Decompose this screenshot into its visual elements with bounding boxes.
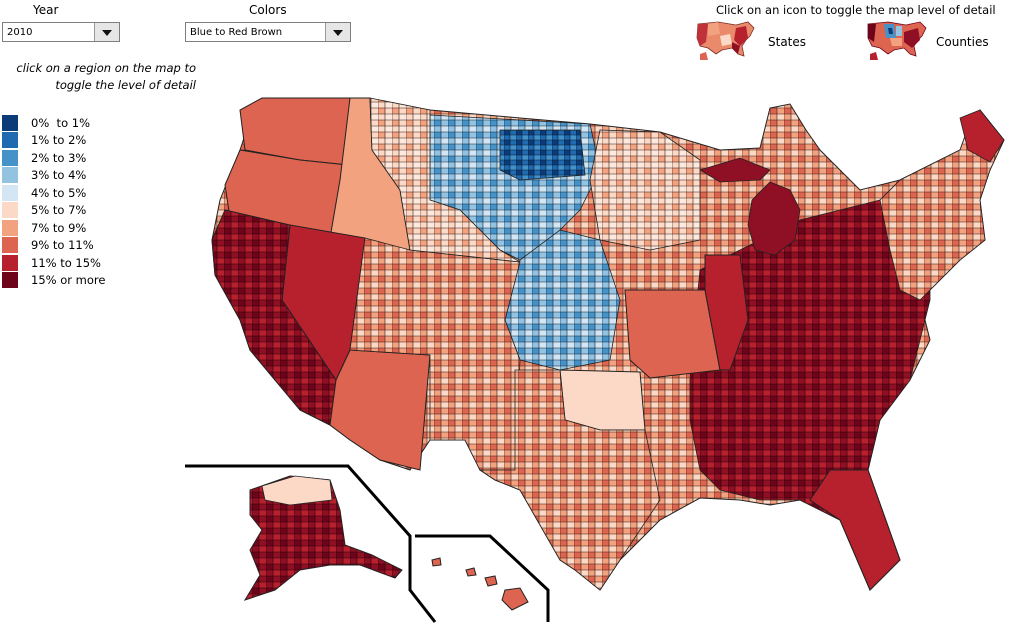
legend-item: 5% to 7% (2, 202, 105, 220)
upper-midwest-region (589, 129, 701, 251)
map-hint-line1: click on a region on the map to (16, 61, 196, 75)
legend-item: 11% to 15% (2, 254, 105, 272)
legend-swatch (2, 254, 18, 271)
counties-label: Counties (936, 35, 989, 49)
states-label: States (768, 35, 807, 49)
legend-label: 3% to 4% (31, 168, 87, 183)
year-select-value: 2010 (7, 27, 33, 38)
map-legend: 0% to 1% 1% to 2% 2% to 3% 3% to 4% 4% t… (2, 114, 105, 289)
legend-swatch (2, 167, 18, 184)
legend-label: 0% to 1% (31, 115, 90, 130)
chevron-down-icon[interactable] (94, 23, 119, 41)
legend-label: 4% to 5% (31, 185, 87, 200)
legend-label: 5% to 7% (31, 203, 87, 218)
legend-item: 1% to 2% (2, 132, 105, 150)
hawaii-island (501, 587, 529, 611)
counties-toggle-button[interactable]: Counties (862, 16, 1002, 64)
north-dakota-core (499, 129, 586, 181)
arizona-state (329, 349, 431, 471)
texas-region (478, 369, 661, 591)
colors-select[interactable]: Blue to Red Brown (185, 22, 351, 42)
legend-item: 4% to 5% (2, 184, 105, 202)
legend-swatch (2, 114, 18, 131)
map-hint-line2: toggle the level of detail (55, 78, 196, 92)
legend-label: 7% to 9% (31, 220, 87, 235)
northeast-region (879, 109, 1005, 301)
illinois-state (704, 254, 749, 371)
legend-swatch (2, 202, 18, 219)
states-toggle-button[interactable]: States (692, 16, 812, 64)
michigan-up-region (699, 157, 771, 183)
florida-state (809, 469, 901, 591)
missouri-state (624, 289, 721, 379)
colors-label: Colors (249, 3, 287, 17)
legend-label: 9% to 11% (31, 238, 94, 253)
counties-map-icon (867, 21, 927, 60)
legend-item: 3% to 4% (2, 167, 105, 185)
legend-swatch (2, 132, 18, 149)
legend-label: 1% to 2% (31, 133, 87, 148)
inset-divider-hawaii (415, 534, 550, 622)
hawaii-kauai (431, 557, 442, 567)
legend-swatch (2, 184, 18, 201)
inset-divider (185, 464, 437, 623)
toggle-instructions: Click on an icon to toggle the map level… (716, 3, 996, 17)
legend-item: 9% to 11% (2, 237, 105, 255)
chevron-down-icon[interactable] (325, 23, 350, 41)
legend-swatch (2, 272, 18, 289)
alaska-north-region (261, 475, 333, 506)
legend-item: 7% to 9% (2, 219, 105, 237)
legend-swatch (2, 149, 18, 166)
legend-item: 15% or more (2, 272, 105, 290)
hawaii-oahu (465, 567, 477, 577)
michigan-region (747, 181, 801, 256)
alaska-region (243, 475, 403, 601)
map-hint: click on a region on the map to toggle t… (0, 60, 196, 94)
legend-label: 11% to 15% (31, 255, 101, 270)
colors-select-value: Blue to Red Brown (190, 27, 283, 38)
maine-region (959, 109, 1005, 163)
legend-label: 2% to 3% (31, 150, 87, 165)
legend-swatch (2, 219, 18, 236)
legend-item: 0% to 1% (2, 114, 105, 132)
oklahoma-state (559, 369, 646, 431)
year-label: Year (33, 3, 59, 17)
legend-label: 15% or more (31, 273, 106, 288)
legend-swatch (2, 237, 18, 254)
states-map-icon (696, 21, 755, 60)
montana-wyoming-region (369, 97, 521, 263)
year-select[interactable]: 2010 (2, 22, 120, 42)
hawaii-maui (484, 575, 498, 587)
california-state (211, 209, 337, 426)
legend-item: 2% to 3% (2, 149, 105, 167)
